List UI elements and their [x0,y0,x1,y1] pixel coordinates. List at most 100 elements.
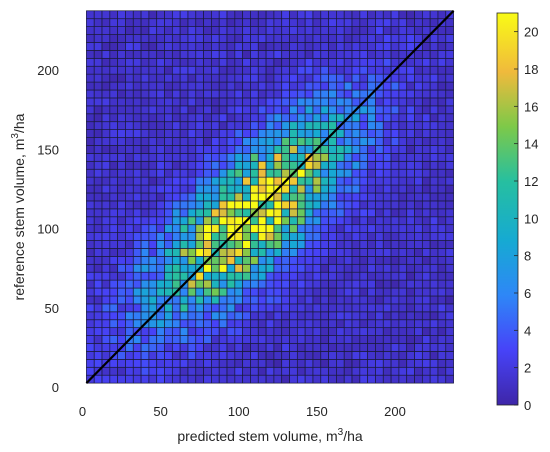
heatmap-cell [445,287,454,297]
heatmap-cell [406,311,415,321]
heatmap-cell [273,295,283,305]
heatmap-cell [257,303,267,313]
heatmap-cell [125,271,134,281]
heatmap-cell [265,105,275,115]
heatmap-cell [109,160,118,170]
heatmap-cell [429,335,439,344]
heatmap-cell [343,18,353,27]
heatmap-cell [445,343,454,352]
colorbar [496,12,519,406]
colorbar-tick-label: 20 [524,25,538,40]
heatmap-cell [140,208,150,218]
heatmap-cell [101,121,111,130]
heatmap-cell [304,351,314,360]
heatmap-cell [359,192,368,202]
heatmap-cell [336,89,345,99]
heatmap-cell [328,271,337,281]
heatmap-cell [250,105,259,115]
heatmap-cell [445,279,454,289]
heatmap-cell [218,295,228,305]
heatmap-cell [398,184,408,194]
heatmap-cell [281,42,290,51]
heatmap-cell [273,263,283,273]
heatmap-cell [226,26,236,35]
heatmap-cell [117,145,126,154]
heatmap-cell [289,303,298,313]
heatmap-cell [203,240,212,249]
heatmap-cell [429,81,439,91]
heatmap-cell [445,121,454,130]
heatmap-cell [375,327,384,336]
heatmap-cell [367,295,376,305]
heatmap-cell [156,97,165,107]
heatmap-cell [414,113,423,123]
heatmap-cell [125,89,134,99]
heatmap-cell [273,335,283,344]
heatmap-cell [367,327,376,336]
heatmap-cell [226,263,236,273]
heatmap-cell [359,137,368,146]
heatmap-cell [164,89,173,99]
heatmap-cell [281,374,290,384]
heatmap-cell [343,287,353,297]
heatmap-cell [242,366,251,376]
heatmap-cell [445,208,454,218]
heatmap-cell [351,26,361,35]
heatmap-cell [304,232,314,241]
heatmap-cell [156,263,165,273]
heatmap-cell [234,335,243,344]
heatmap-cell [328,192,337,202]
heatmap-cell [320,42,329,51]
colorbar-tick-label: 4 [524,323,531,338]
heatmap-cell [375,263,384,273]
heatmap-cell [273,176,283,186]
heatmap-cell [86,256,95,265]
heatmap-cell [148,224,158,233]
heatmap-cell [132,81,142,91]
heatmap-cell [93,319,103,329]
heatmap-cell [320,18,329,27]
heatmap-cell [437,192,447,202]
heatmap-cell [375,374,384,384]
heatmap-cell [382,287,392,297]
heatmap-cell [296,271,306,281]
heatmap-cell [203,145,212,154]
heatmap-cell [328,327,337,336]
heatmap-cell [414,168,423,178]
heatmap-cell [203,176,212,186]
heatmap-cell [421,50,431,59]
heatmap-cell [281,137,290,146]
heatmap-cell [421,240,431,249]
heatmap-cell [140,374,150,384]
heatmap-cell [187,351,197,360]
heatmap-cell [242,374,251,384]
heatmap-cell [398,359,408,368]
heatmap-cell [265,208,275,218]
heatmap-cell [328,26,337,35]
heatmap-cell [312,81,322,91]
heatmap-cell [390,232,400,241]
heatmap-cell [156,57,165,67]
colorbar-tick-label: 16 [524,99,538,114]
heatmap-cell [273,224,283,233]
heatmap-cell [218,105,228,115]
heatmap-cell [164,366,173,376]
heatmap-cell [320,57,329,67]
heatmap-cell [375,121,384,130]
heatmap-cell [211,287,220,297]
heatmap-cell [343,168,353,178]
heatmap-cell [257,34,267,43]
heatmap-cell [336,73,345,83]
heatmap-cell [140,113,150,123]
heatmap-cell [289,343,298,352]
heatmap-cell [273,65,283,75]
heatmap-cell [304,57,314,67]
heatmap-cell [336,97,345,107]
heatmap-cell [148,279,158,289]
heatmap-cell [148,81,158,91]
heatmap-cell [406,327,415,336]
heatmap-cell [195,256,204,265]
heatmap-cell [218,366,228,376]
heatmap-cell [211,192,220,202]
heatmap-cell [257,18,267,27]
